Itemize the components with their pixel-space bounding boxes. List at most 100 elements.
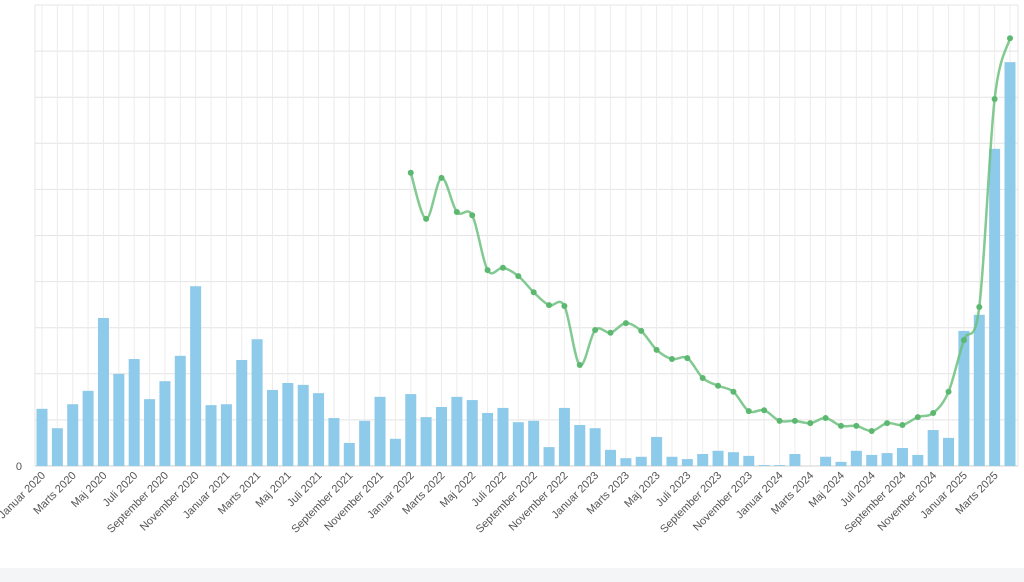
bar (359, 420, 371, 466)
line-point (991, 96, 998, 103)
bar (205, 405, 217, 466)
line-point (453, 208, 460, 215)
line-point (776, 417, 783, 424)
bar (389, 438, 401, 466)
bar (835, 461, 847, 466)
bar (635, 456, 647, 466)
line-point (515, 273, 522, 280)
bar (97, 318, 109, 466)
bar (328, 418, 340, 466)
bar (620, 458, 632, 466)
bar (190, 286, 202, 466)
line-point (914, 414, 921, 421)
bar (482, 412, 494, 466)
bar (558, 407, 570, 466)
line-point (469, 212, 476, 219)
line-point (715, 382, 722, 389)
bar (220, 404, 232, 466)
line-point (853, 422, 860, 429)
line-point (653, 346, 660, 353)
line-point (438, 174, 445, 181)
line-point (561, 303, 568, 310)
bar (896, 448, 908, 466)
bar (574, 424, 586, 466)
line-point (868, 427, 875, 434)
line-point (884, 420, 891, 427)
bar (589, 428, 601, 466)
bar (743, 455, 755, 466)
line-point (668, 356, 675, 363)
line-point (899, 421, 906, 428)
bar (67, 404, 79, 466)
line-point (622, 320, 629, 327)
line-point (822, 415, 829, 422)
bar (374, 396, 386, 466)
bar (420, 417, 432, 466)
bar (528, 420, 540, 466)
line-point (761, 407, 768, 414)
bar (236, 359, 248, 466)
bar (912, 454, 924, 466)
bar (958, 330, 970, 466)
bar (881, 453, 893, 466)
line-point (807, 420, 814, 427)
line-point (976, 303, 983, 310)
bar (758, 465, 770, 466)
y-tick-label: 0 (16, 461, 22, 473)
bar (820, 456, 832, 466)
line-point (930, 409, 937, 416)
bar (128, 359, 140, 466)
line-point (745, 408, 752, 415)
bar (543, 447, 555, 466)
bar (497, 407, 509, 466)
bar (774, 465, 786, 466)
line-point (837, 422, 844, 429)
line-point (684, 355, 691, 362)
bar (651, 436, 663, 466)
bar (313, 393, 325, 466)
bar (451, 396, 463, 466)
bar (251, 339, 263, 466)
bar (850, 450, 862, 466)
bar (159, 381, 171, 466)
bar (144, 399, 156, 466)
bar (712, 450, 724, 466)
bar (1004, 62, 1016, 466)
bar (866, 454, 878, 466)
bar (282, 383, 294, 466)
bar (789, 454, 801, 466)
bar (927, 430, 939, 466)
line-point (699, 374, 706, 381)
bar (989, 148, 1001, 466)
bar (266, 389, 278, 466)
bar (466, 400, 478, 466)
line-point (638, 327, 645, 334)
footer-band (0, 568, 1024, 582)
line-point (530, 289, 537, 296)
bar (666, 456, 678, 466)
bar (697, 454, 709, 466)
line-point (945, 388, 952, 395)
bar (51, 428, 63, 466)
bar (605, 449, 617, 466)
bar (405, 394, 417, 466)
bar (36, 408, 48, 466)
bar (943, 437, 955, 466)
line-point (499, 264, 506, 271)
line-point (576, 362, 583, 369)
bar (512, 422, 524, 466)
line-point (1007, 35, 1013, 42)
bar (681, 459, 693, 466)
line-point (791, 417, 798, 424)
bar (435, 406, 447, 466)
bar (297, 384, 309, 466)
line-point (607, 329, 614, 336)
line-point (407, 169, 414, 176)
line-point (484, 267, 491, 274)
bar (973, 314, 985, 466)
bar (343, 442, 355, 466)
line-point (546, 302, 553, 309)
bar (174, 355, 186, 466)
line-point (960, 337, 967, 344)
